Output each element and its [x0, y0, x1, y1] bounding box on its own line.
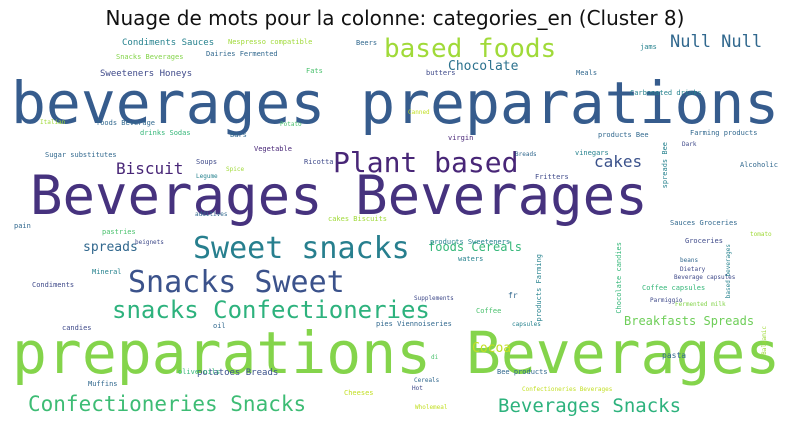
- word: spreads Bee: [661, 142, 669, 189]
- word: Groceries: [685, 237, 723, 245]
- word: products Sweeteners: [430, 238, 511, 246]
- word: products Bee: [598, 131, 649, 139]
- word: Canned: [408, 109, 430, 116]
- word: Potato: [280, 121, 302, 128]
- word: Dietary: [680, 266, 706, 273]
- word: cakes: [594, 152, 643, 171]
- word: Snacks Sweet: [128, 265, 345, 300]
- word: Chocolate candies: [615, 242, 623, 314]
- word: products Farming: [535, 254, 543, 322]
- word: Fermented milk: [675, 301, 726, 308]
- word: Breads: [515, 151, 537, 158]
- word: Bars: [230, 131, 247, 139]
- word: Muffins: [88, 380, 118, 388]
- word: Beverage capsules: [674, 274, 736, 281]
- word: Sugar substitutes: [45, 151, 117, 159]
- word: oil: [213, 322, 226, 330]
- word: Confectioneries Beverages: [522, 386, 613, 393]
- word: pies Viennoiseries: [376, 320, 452, 328]
- word: Wholemeal: [415, 404, 448, 411]
- word: beans: [680, 257, 699, 264]
- word: fr: [508, 291, 518, 300]
- word: Ricotta: [304, 158, 334, 166]
- word: based foods: [384, 34, 557, 64]
- word: foods Cereals: [428, 240, 522, 254]
- word: waters: [458, 255, 484, 263]
- word: Mineral: [92, 268, 122, 276]
- word: beverages preparations: [11, 69, 780, 137]
- word: capsules: [512, 321, 541, 328]
- word: Legume: [196, 173, 218, 180]
- word: additives: [195, 211, 228, 218]
- word: beignets: [135, 239, 164, 246]
- word: Cocoa: [472, 341, 512, 356]
- word: Sweeteners Honeys: [100, 69, 193, 79]
- word: Coffee capsules: [642, 284, 706, 292]
- word: preparations Beverages: [12, 319, 781, 387]
- word: Dark: [682, 141, 697, 148]
- word: Soups: [196, 158, 218, 166]
- word: Fritters: [535, 173, 569, 181]
- word: Fats: [306, 67, 323, 75]
- word: Biscuit: [116, 159, 184, 178]
- word: Meals: [576, 69, 598, 77]
- word: Cereals: [414, 377, 440, 384]
- word: Dairies Fermented: [206, 50, 278, 58]
- word: Breakfasts Spreads: [624, 314, 755, 328]
- word: Cheeses: [344, 389, 374, 397]
- word: Sauces Groceries: [670, 219, 738, 227]
- word-cloud: beverages preparations Beverages Beverag…: [10, 34, 780, 421]
- word: Balsamic: [761, 326, 768, 355]
- word: Plant based: [333, 146, 519, 179]
- word: Alcoholic: [740, 161, 778, 169]
- word: based beverages: [725, 244, 732, 299]
- word: Bee products: [497, 368, 548, 376]
- word: pastries: [102, 228, 136, 236]
- word: spreads: [83, 240, 138, 255]
- word: tomato: [750, 231, 772, 238]
- word: Carbonated drinks: [630, 89, 702, 97]
- word: snacks Confectioneries: [112, 296, 430, 324]
- word: butters: [426, 69, 456, 77]
- word: drinks Sodas: [140, 129, 191, 137]
- word: Parmiggio: [650, 297, 683, 304]
- word: Hot: [412, 385, 423, 392]
- word: pasta: [662, 351, 687, 360]
- word: Spice: [226, 166, 245, 173]
- word: virgin: [448, 134, 474, 142]
- word: Beverages Snacks: [498, 395, 682, 417]
- word: potatoes Breads: [197, 368, 279, 378]
- word: pain: [14, 222, 31, 230]
- chart-title: Nuage de mots pour la colonne: categorie…: [105, 6, 685, 30]
- word: cakes Biscuits: [328, 215, 388, 223]
- word: Snacks Beverages: [116, 53, 184, 61]
- word: Supplements: [414, 295, 454, 302]
- word: Null Null: [670, 32, 763, 52]
- word: candies: [62, 324, 92, 332]
- word: Coffee: [476, 307, 502, 315]
- word: Condiments: [32, 281, 75, 289]
- word: Farming products: [690, 129, 758, 137]
- word: Italian: [40, 119, 66, 126]
- word: Beverages Beverages: [30, 164, 648, 227]
- word: Beers: [356, 39, 378, 47]
- word: Sweet snacks: [193, 231, 410, 266]
- word: Vegetable: [254, 145, 292, 153]
- word: di: [431, 354, 439, 361]
- word v: vinegars: [575, 149, 609, 157]
- word: Chocolate: [448, 59, 519, 74]
- word: Nespresso compatible: [228, 38, 313, 46]
- word: foods Beverage: [96, 119, 156, 127]
- word: Confectioneries Snacks: [28, 392, 307, 416]
- word: olive oils: [178, 368, 221, 376]
- word: Condiments Sauces: [122, 38, 215, 48]
- word: jams: [640, 43, 657, 51]
